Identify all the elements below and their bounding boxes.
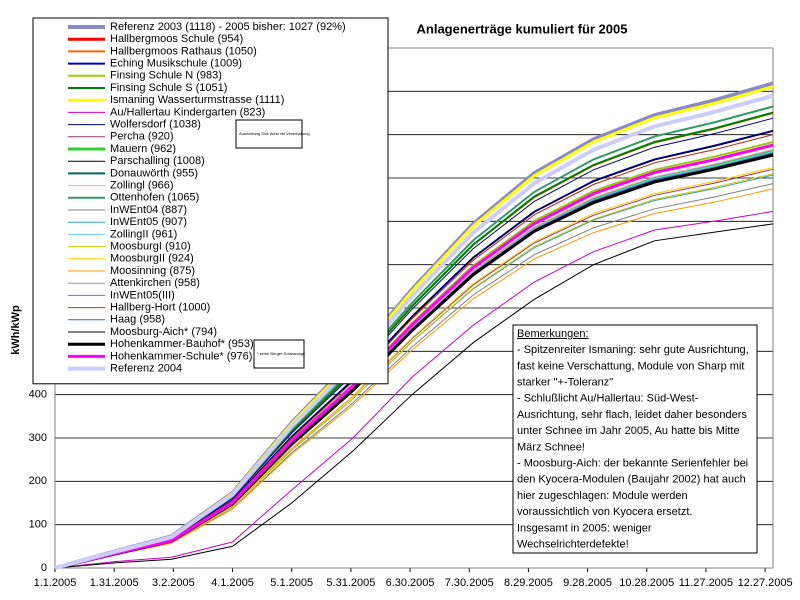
legend-note: Ausrichtung Süd-West mit Verschattung <box>239 131 310 136</box>
x-tick-label: 11.27.2005 <box>679 577 733 589</box>
series-line <box>54 143 774 570</box>
legend-label: MoosburgII (924) <box>110 253 194 265</box>
x-tick-label: 10.28.2005 <box>619 577 674 589</box>
x-tick-label: 5.1.2005 <box>270 577 313 589</box>
legend-note: * keine Bürger-Solaranlage <box>257 351 306 356</box>
legend-label: Finsing Schule N (983) <box>110 70 222 82</box>
x-tick-label: 3.2.2005 <box>152 577 195 589</box>
legend-label: Mauern (962) <box>110 143 176 155</box>
legend-label: Hallbergmoos Schule (954) <box>110 33 243 45</box>
x-tick-label: 1.1.2005 <box>34 577 77 589</box>
x-tick-label: 7.30.2005 <box>445 577 494 589</box>
legend-label: MoosburgI (910) <box>110 241 191 253</box>
y-tick-label: 0 <box>41 562 47 574</box>
x-tick-label: 9.28.2005 <box>563 577 612 589</box>
annotation-line: - Moosburg-Aich: der bekannte Serienfehl… <box>517 458 748 470</box>
y-tick-label: 200 <box>29 475 47 487</box>
legend-label: InWEnt04 (887) <box>110 204 187 216</box>
legend-label: Haag (958) <box>110 314 165 326</box>
annotation-line: Ausrichtung, sehr flach, leidet daher be… <box>517 409 747 421</box>
legend-label: Wolfersdorf (1038) <box>110 119 201 131</box>
legend-label: Donauwörth (955) <box>110 167 198 179</box>
legend-label: Finsing Schule S (1051) <box>110 82 227 94</box>
annotation-line: Insgesamt in 2005: weniger <box>517 522 652 534</box>
legend-label: ZollingII (961) <box>110 228 177 240</box>
y-axis-label: kWh/kWp <box>10 305 22 355</box>
legend-label: Hallbergmoos Rathaus (1050) <box>110 45 257 57</box>
series-line <box>54 210 774 569</box>
legend-label: Referenz 2003 (1118) - 2005 bisher: 1027… <box>110 21 346 33</box>
annotation-line: - Schlußlicht Au/Hallertau: Süd-West- <box>517 393 699 405</box>
annotation-line: März Schnee! <box>517 441 585 453</box>
legend-label: Moosburg-Aich* (794) <box>110 326 217 338</box>
legend-label: Parschalling (1008) <box>110 155 205 167</box>
x-tick-label: 1.31.2005 <box>90 577 139 589</box>
legend-label: InWEnt05(III) <box>110 289 175 301</box>
legend-label: Ismaning Wasserturmstrasse (1111) <box>110 94 284 106</box>
y-tick-label: 300 <box>29 432 47 444</box>
annotation-line: hier zugeschlagen: Module werden <box>517 490 688 502</box>
annotation-line: Bemerkungen: <box>517 328 589 340</box>
chart-title: Anlagenerträge kumuliert für 2005 <box>417 21 628 36</box>
annotation-line: Wechselrichterdefekte! <box>517 539 629 551</box>
legend-label: Hohenkammer-Schule* (976) <box>110 350 252 362</box>
legend-label: Hohenkammer-Bauhof* (953) <box>110 338 254 350</box>
series-line <box>54 93 774 570</box>
y-tick-label: 100 <box>29 519 47 531</box>
legend-label: Ottenhofen (1065) <box>110 192 199 204</box>
series-line <box>54 188 774 569</box>
x-tick-label: 6.30.2005 <box>386 577 435 589</box>
annotation-line: den Kyocera-Modulen (Baujahr 2002) hat a… <box>517 474 746 486</box>
x-tick-label: 5.31.2005 <box>326 577 375 589</box>
legend-label: Attenkirchen (958) <box>110 277 200 289</box>
legend-label: InWEnt05 (907) <box>110 216 187 228</box>
annotation-box <box>512 324 758 554</box>
annotation-line: fast keine Verschattung, Module von Shar… <box>517 360 744 372</box>
legend-label: Zollingl (966) <box>110 180 174 192</box>
annotation-line: - Spitzenreiter Ismaning: sehr gute Ausr… <box>517 344 749 356</box>
x-tick-label: 8.29.2005 <box>504 577 553 589</box>
y-tick-label: 400 <box>29 389 47 401</box>
annotation-line: starker "+-Toleranz" <box>517 377 613 389</box>
legend-label: Au/Hallertau Kindergarten (823) <box>110 106 265 118</box>
series-line <box>54 223 774 569</box>
legend-label: Moosinning (875) <box>110 265 195 277</box>
legend-label: Referenz 2004 <box>110 363 182 375</box>
legend-note-box <box>235 119 303 149</box>
annotation-line: voraussichtlich von Kyocera ersetzt. <box>517 506 692 518</box>
x-tick-label: 4.1.2005 <box>211 577 254 589</box>
legend-label: Eching Musikschule (1009) <box>110 58 242 70</box>
legend-note-box <box>253 339 305 369</box>
annotation-line: unter Schnee im Jahr 2005, Au hatte bis … <box>517 425 740 437</box>
x-tick-label: 12.27.2005 <box>738 577 793 589</box>
legend-label: Hallberg-Hort (1000) <box>110 302 210 314</box>
legend-box <box>32 17 389 385</box>
legend-label: Percha (920) <box>110 131 174 143</box>
